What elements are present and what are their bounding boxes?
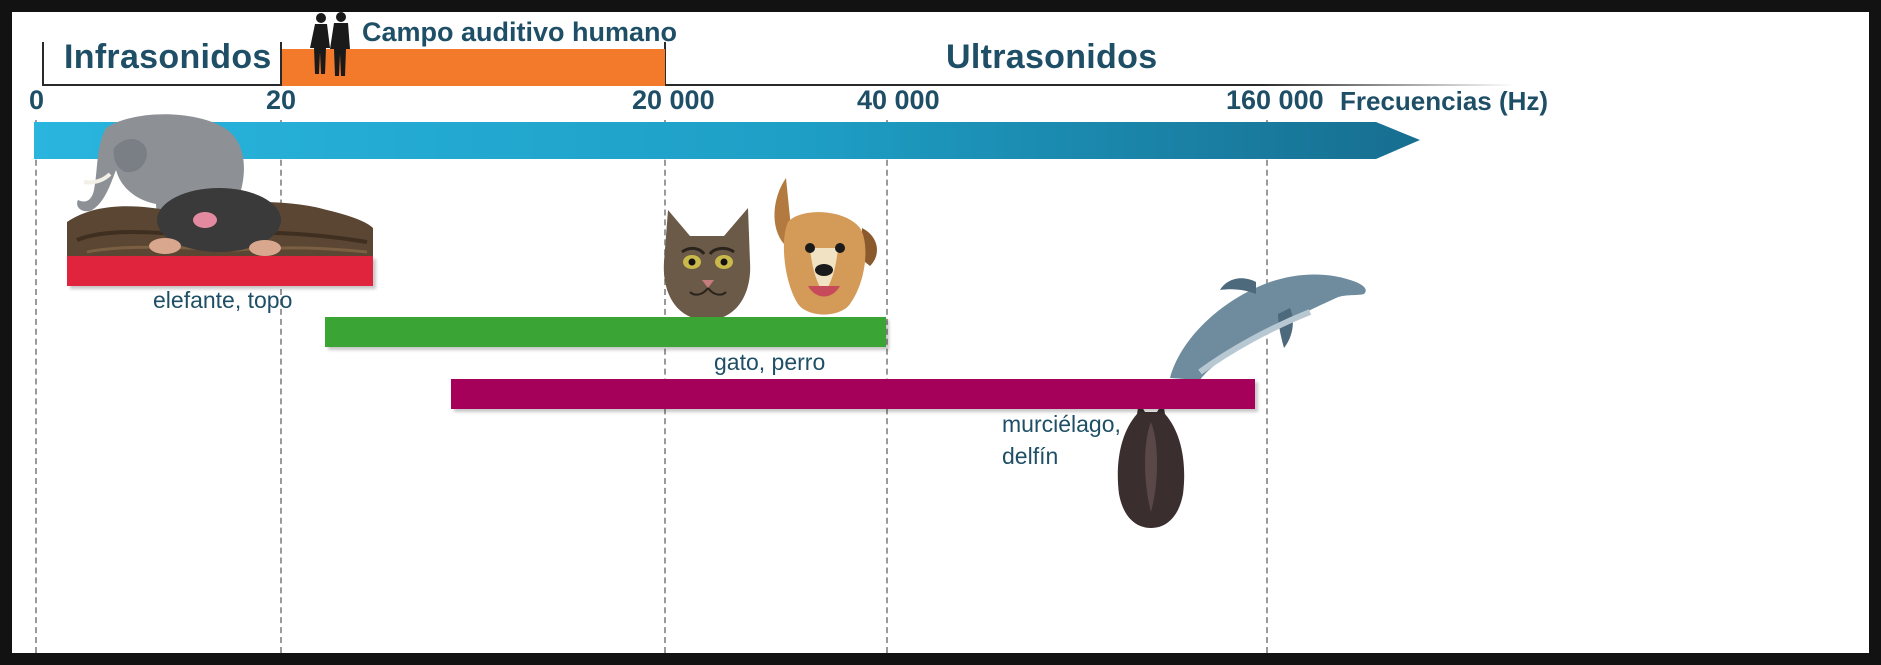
ultrasound-label: Ultrasonidos — [946, 38, 1158, 76]
top-frame-right-line — [665, 84, 1515, 86]
human-hearing-band — [282, 49, 665, 86]
cat-icon — [663, 208, 751, 320]
range-bar-bat-dolphin — [451, 379, 1255, 409]
range-label-cat-dog: gato, perro — [714, 349, 826, 375]
guide-line-0 — [35, 120, 37, 653]
top-frame-tick-0 — [42, 42, 44, 86]
top-frame-left-line — [42, 84, 346, 86]
bat-icon — [1117, 402, 1185, 528]
elephant-icon — [77, 114, 244, 236]
range-label-bat: murciélago, — [1002, 411, 1121, 437]
hearing-range-diagram: Infrasonidos Campo auditivo humano Ultra… — [12, 12, 1869, 653]
guide-line-160000 — [1266, 120, 1268, 653]
frequency-axis-arrow — [34, 122, 1420, 159]
dog-icon — [774, 178, 877, 315]
range-label-dolphin: delfín — [1002, 443, 1059, 469]
range-label-elephant-mole: elefante, topo — [153, 287, 293, 313]
range-bar-cat-dog — [325, 317, 886, 347]
tick-label-160000: 160 000 — [1226, 85, 1324, 115]
tick-label-20000: 20 000 — [632, 85, 715, 115]
tick-label-20: 20 — [266, 85, 297, 115]
human-silhouettes-icon — [310, 12, 350, 76]
axis-title: Frecuencias (Hz) — [1340, 86, 1549, 116]
range-label-bat-dolphin: murciélago, delfín — [1002, 408, 1121, 472]
mole-icon — [149, 188, 281, 256]
top-frame-tick-20000 — [664, 42, 666, 86]
human-hearing-label: Campo auditivo humano — [362, 17, 678, 47]
infrasound-label: Infrasonidos — [64, 38, 272, 76]
range-bar-elephant-mole — [67, 256, 373, 286]
guide-line-20 — [280, 120, 282, 653]
tick-label-0: 0 — [29, 85, 45, 115]
top-frame-tick-20 — [280, 42, 282, 86]
dolphin-icon — [1170, 274, 1366, 380]
tick-label-40000: 40 000 — [857, 85, 940, 115]
